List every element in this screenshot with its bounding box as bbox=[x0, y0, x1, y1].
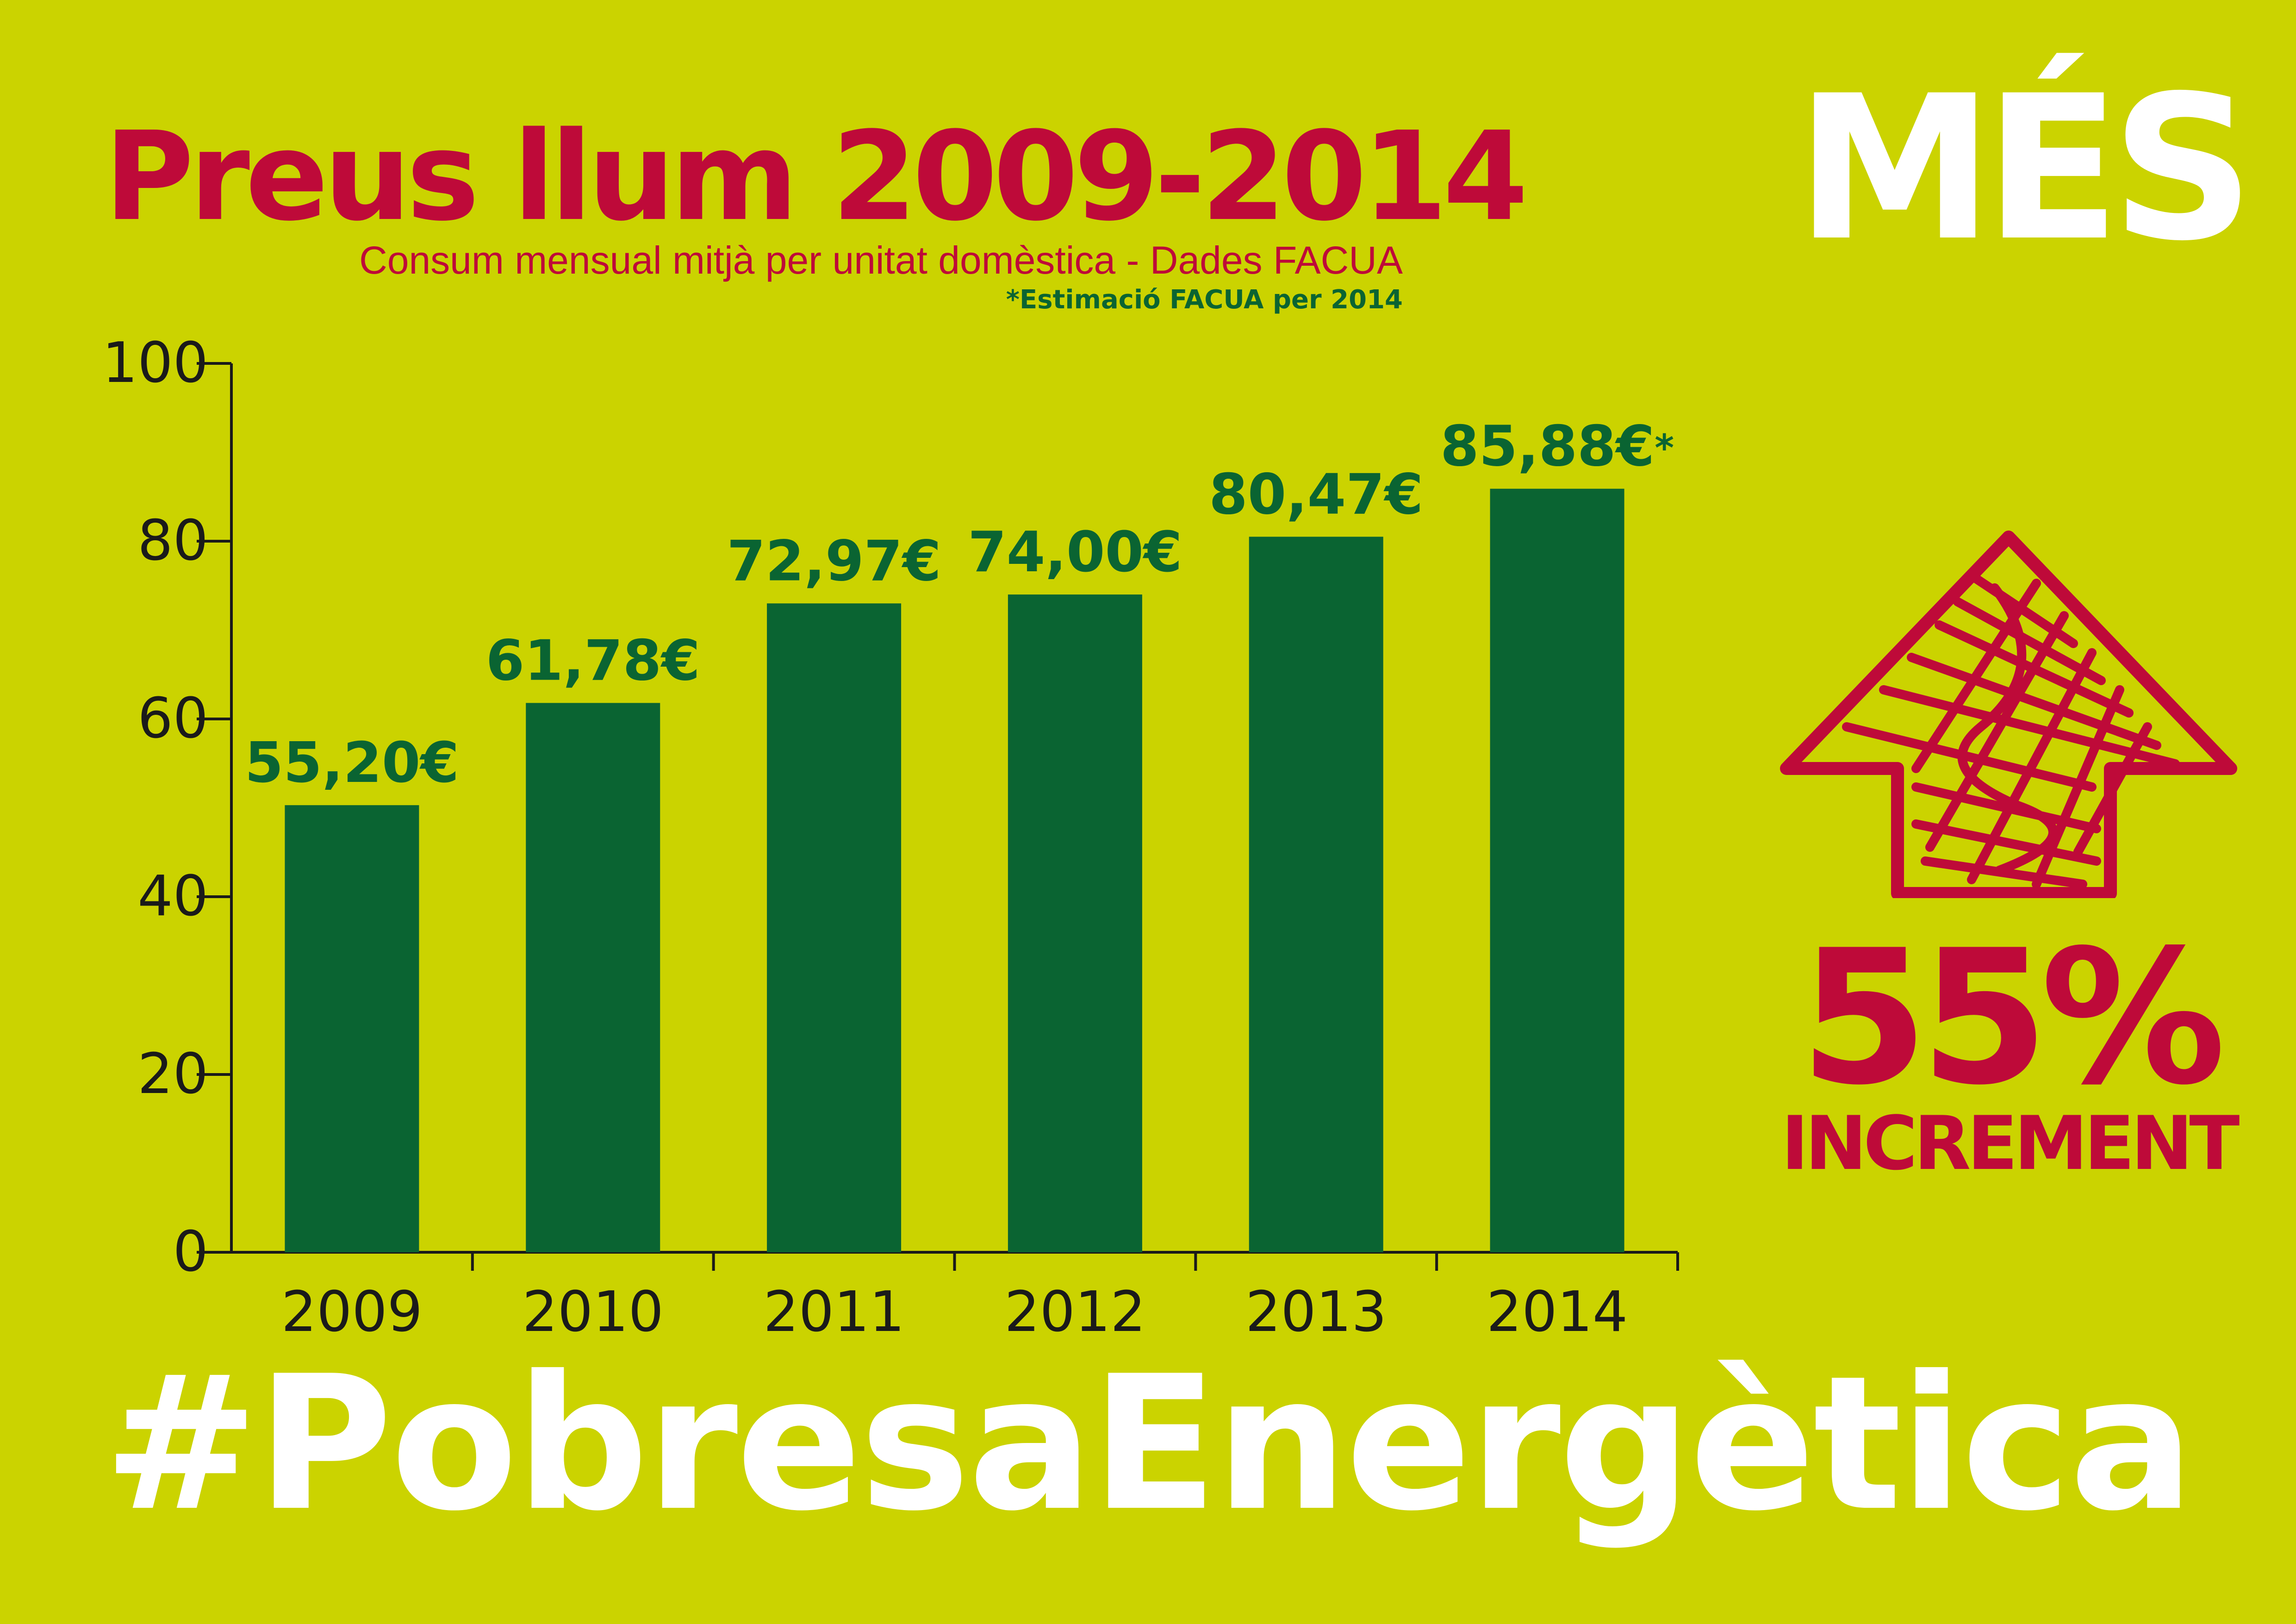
data-label: 74,00€ bbox=[968, 520, 1182, 585]
mes-logo: MÉS bbox=[1796, 53, 2254, 285]
y-tick-label: 80 bbox=[137, 509, 208, 573]
estimate-mark: * bbox=[1655, 427, 1674, 470]
data-label: 80,47€ bbox=[1209, 462, 1423, 527]
y-tick-label: 40 bbox=[137, 864, 208, 929]
y-tick-label: 100 bbox=[102, 331, 208, 395]
bar bbox=[767, 603, 902, 1252]
x-tick-label: 2009 bbox=[281, 1280, 423, 1344]
chart-subtitle: Consum mensual mitjà per unitat domèstic… bbox=[359, 238, 1403, 282]
x-tick-label: 2013 bbox=[1245, 1280, 1387, 1344]
data-label: 55,20€ bbox=[245, 731, 459, 795]
increment-label: INCREMENT bbox=[1781, 1100, 2240, 1187]
y-tick-label: 60 bbox=[137, 687, 208, 751]
bar bbox=[1008, 594, 1142, 1252]
y-tick-label: 0 bbox=[173, 1220, 208, 1284]
estimate-note: *Estimació FACUA per 2014 bbox=[1006, 285, 1403, 315]
x-tick-label: 2012 bbox=[1004, 1280, 1145, 1344]
y-tick-label: 20 bbox=[137, 1042, 208, 1106]
bar bbox=[526, 703, 660, 1252]
x-tick-label: 2011 bbox=[763, 1280, 904, 1344]
bar bbox=[285, 805, 419, 1252]
data-label: 85,88€* bbox=[1440, 415, 1674, 479]
data-label: 61,78€ bbox=[486, 629, 700, 693]
x-tick-label: 2014 bbox=[1487, 1280, 1628, 1344]
bar bbox=[1490, 488, 1624, 1252]
chart-title: Preus llum 2009-2014 bbox=[104, 106, 1528, 248]
hashtag: #PobresaEnergètica bbox=[103, 1337, 2195, 1552]
x-tick-label: 2010 bbox=[523, 1280, 664, 1344]
data-label: 72,97€ bbox=[727, 529, 941, 593]
increment-percent: 55% bbox=[1799, 911, 2226, 1126]
up-arrow-icon bbox=[1777, 528, 2240, 900]
bar bbox=[1249, 537, 1383, 1252]
